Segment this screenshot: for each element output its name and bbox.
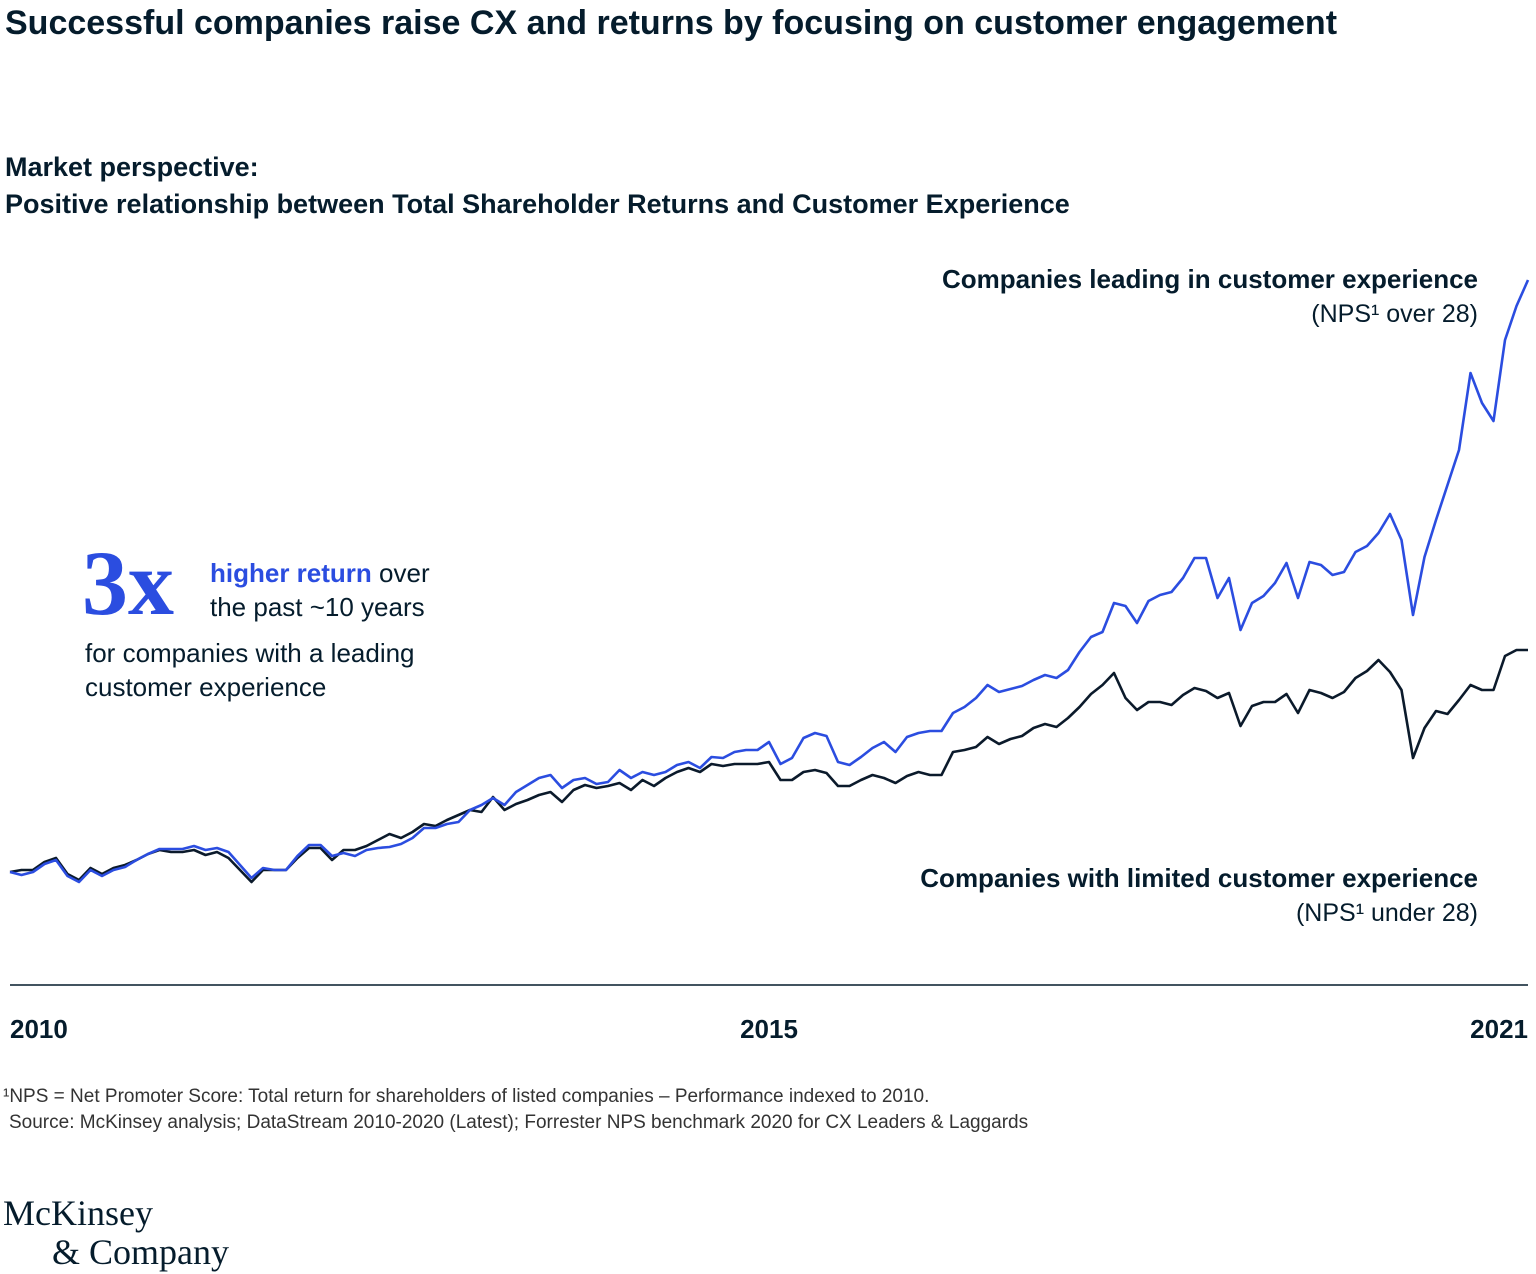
callout-text: over [379,558,430,588]
series-line [9,279,1530,884]
series-line [9,648,1528,884]
series-label: Companies leading in customer experience [942,264,1478,294]
callout-text: for companies with a leading [85,638,415,668]
callout-highlight: higher return [210,558,372,588]
callout-text: the past ~10 years [210,592,425,622]
x-tick-label: 2021 [1470,1014,1528,1044]
subtitle: Market perspective: [5,152,259,182]
callout-line: higher return over [210,558,430,588]
x-tick-label: 2015 [740,1014,798,1044]
title-line: Successful companies raise CX and return… [5,4,1337,42]
callout-text: customer experience [85,672,326,702]
series-label: Companies with limited customer experien… [920,863,1478,893]
footnote: Source: McKinsey analysis; DataStream 20… [9,1112,1028,1133]
x-tick-label: 2010 [10,1014,68,1044]
logo: & Company [52,1232,229,1272]
footnote: ¹NPS = Net Promoter Score: Total return … [3,1086,929,1107]
series-note: (NPS¹ over 28) [1311,300,1478,328]
callout-multiple: 3x [82,532,174,634]
series-note: (NPS¹ under 28) [1296,899,1478,927]
plot [9,279,1530,884]
subtitle: Positive relationship between Total Shar… [5,189,1070,219]
logo: McKinsey [3,1193,153,1233]
